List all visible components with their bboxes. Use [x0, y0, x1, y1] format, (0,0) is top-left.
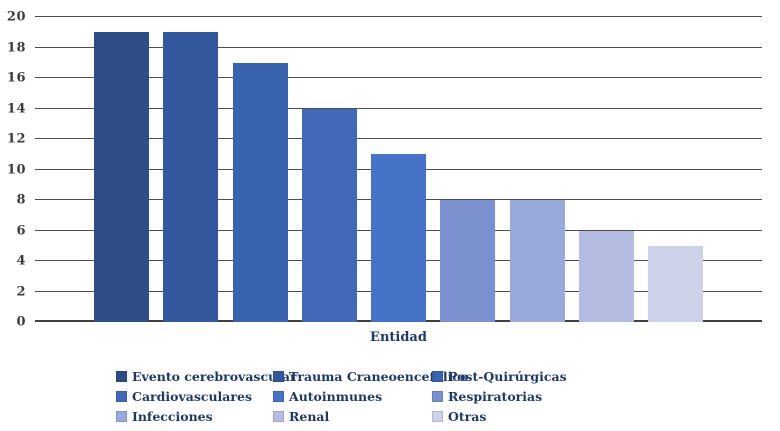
gridline-y-12 [35, 138, 762, 139]
legend-label: Infecciones [132, 408, 213, 424]
bar-cardiovasculares [301, 108, 357, 322]
y-tick-label-20: 20 [6, 9, 26, 25]
legend-item: Autoinmunes [273, 389, 432, 404]
bar-evento-cerebrovascular [94, 32, 149, 322]
bars-layer [94, 17, 703, 322]
legend-swatch-icon [273, 390, 284, 402]
bar-otras [648, 245, 703, 322]
legend-item: Post-Quirúrgicas [432, 369, 567, 384]
legend-swatch-icon [432, 390, 443, 402]
bar-infecciones [509, 200, 565, 322]
x-axis-title: Entidad [370, 330, 427, 345]
y-tick-label-4: 4 [16, 253, 26, 269]
legend-label: Trauma Craneoencefálico [289, 368, 469, 384]
bar-autoinmunes [371, 154, 426, 322]
legend-item: Trauma Craneoencefálico [273, 369, 468, 384]
y-tick-label-12: 12 [6, 131, 26, 147]
legend-label: Evento cerebrovascular [132, 368, 297, 384]
y-tick-label-10: 10 [6, 162, 26, 177]
legend-label: Otras [448, 408, 487, 424]
legend-label: Cardiovasculares [132, 388, 252, 404]
legend-swatch-icon [273, 370, 284, 382]
legend-label: Renal [289, 408, 330, 424]
y-tick-label-14: 14 [6, 101, 26, 116]
legend-label: Respiratorias [448, 388, 543, 404]
legend-item: Otras [432, 409, 567, 424]
legend-swatch-icon [432, 410, 443, 422]
legend-item: Cardiovasculares [116, 389, 273, 404]
legend-label: Autoinmunes [289, 388, 383, 404]
gridline-y-16 [35, 77, 762, 78]
bar-respiratorias [440, 200, 496, 322]
y-tick-label-6: 6 [16, 223, 26, 238]
legend-item: Infecciones [116, 409, 273, 424]
legend-swatch-icon [116, 370, 127, 382]
plot-area [35, 16, 762, 322]
y-tick-label-2: 2 [16, 284, 26, 299]
y-axis-tick-labels: 0 2 4 6 8 10 12 14 16 18 20 [0, 10, 28, 330]
legend-swatch-icon [116, 410, 127, 422]
legend-item: Respiratorias [432, 389, 567, 404]
y-tick-label-16: 16 [6, 70, 26, 86]
legend-swatch-icon [432, 370, 443, 382]
legend-item: Renal [273, 409, 432, 424]
bar-trauma-craneoencef-lico [163, 32, 219, 322]
legend-label: Post-Quirúrgicas [448, 368, 567, 384]
y-tick-label-0: 0 [16, 314, 26, 330]
gridline-y-18 [35, 46, 762, 48]
bar-renal [578, 230, 634, 322]
legend-item: Evento cerebrovascular [116, 369, 297, 384]
gridline-y-20 [35, 16, 762, 17]
legend-swatch-icon [273, 410, 284, 422]
bar-post-quir-rgicas [232, 62, 288, 322]
chart-legend: Evento cerebrovascular Trauma Craneoencef… [116, 366, 567, 426]
legend-swatch-icon [116, 390, 127, 402]
y-tick-label-8: 8 [16, 192, 26, 208]
y-tick-label-18: 18 [6, 40, 26, 55]
chart-plot-region: 0 2 4 6 8 10 12 14 16 18 20 [0, 10, 762, 330]
gridline-y-14 [35, 107, 762, 109]
